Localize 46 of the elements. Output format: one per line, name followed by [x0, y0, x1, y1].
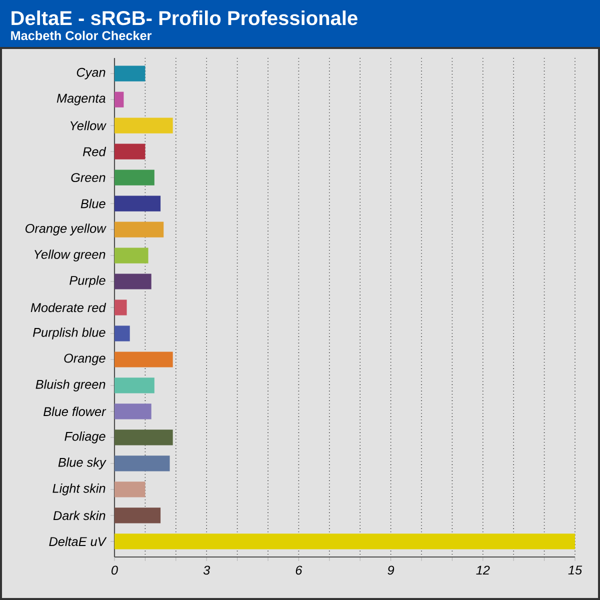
bar [114, 66, 146, 82]
x-tick-label: 12 [476, 566, 490, 575]
x-tick-label: 0 [112, 566, 118, 575]
y-tick-label: Cyan [76, 68, 106, 80]
bar [114, 378, 154, 394]
bar [114, 118, 173, 134]
y-tick-label: Blue sky [58, 458, 106, 470]
x-tick-label: 3 [203, 566, 210, 575]
y-tick-label: Purple [70, 276, 106, 288]
y-tick-label: Purplish blue [32, 328, 106, 340]
y-tick-label: Orange [64, 354, 106, 366]
y-tick-label: Blue flower [44, 406, 106, 416]
y-tick-label: Dark skin [53, 510, 106, 520]
y-tick-label: Light skin [52, 484, 106, 496]
x-tick-label: 15 [568, 566, 582, 575]
bar [114, 456, 170, 472]
bar [114, 92, 124, 108]
bar [114, 222, 164, 238]
y-tick-label: Yellow green [34, 250, 106, 262]
bar [114, 534, 576, 550]
chart-title: DeltaE - sRGB- Profilo Professionale [12, 10, 358, 26]
y-tick-label: Moderate red [30, 302, 106, 312]
bar [114, 170, 154, 186]
bar [114, 274, 152, 290]
bar [114, 144, 146, 160]
bar [114, 326, 130, 342]
y-tick-label: Blue [80, 198, 106, 208]
y-tick-label: DeltaE uV [49, 536, 107, 546]
x-tick-label: 6 [296, 566, 302, 575]
y-tick-label: Bluish green [36, 380, 106, 392]
y-tick-label: Orange yellow [26, 224, 106, 236]
bar [114, 482, 146, 498]
bar [114, 300, 127, 316]
y-tick-label: Yellow [70, 120, 106, 130]
y-tick-label: Green [71, 173, 106, 182]
y-tick-label: Red [82, 146, 106, 156]
bar [114, 196, 161, 212]
chart-subtitle: Macbeth Color Checker [11, 30, 152, 40]
bar [114, 248, 148, 264]
y-tick-label: Magenta [56, 94, 106, 106]
y-tick-label: Foliage [64, 432, 106, 444]
bar [114, 352, 173, 368]
bar [114, 430, 173, 446]
x-tick-label: 9 [388, 566, 394, 575]
bar [114, 404, 152, 420]
bar [114, 508, 161, 524]
